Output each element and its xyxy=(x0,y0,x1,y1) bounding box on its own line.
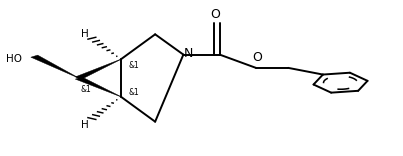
Text: &1: &1 xyxy=(128,88,139,97)
Polygon shape xyxy=(75,77,121,97)
Text: H: H xyxy=(81,29,89,39)
Polygon shape xyxy=(31,55,79,78)
Text: &1: &1 xyxy=(81,85,91,94)
Text: O: O xyxy=(210,8,220,21)
Text: &1: &1 xyxy=(128,61,139,70)
Polygon shape xyxy=(75,59,121,79)
Text: N: N xyxy=(183,46,193,60)
Text: HO: HO xyxy=(6,54,22,63)
Text: O: O xyxy=(252,51,262,64)
Text: H: H xyxy=(81,120,89,130)
